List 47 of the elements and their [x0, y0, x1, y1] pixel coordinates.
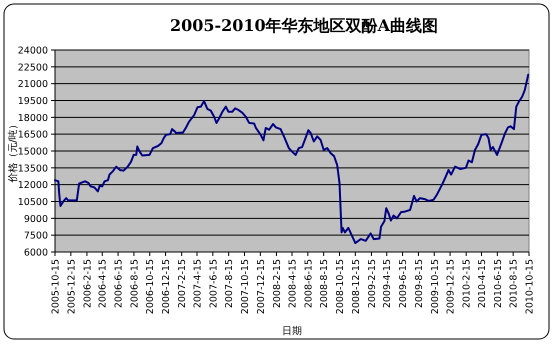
x-tick-label: 2008-12-15: [350, 259, 362, 314]
x-tick-label: 2006-4-15: [98, 259, 109, 308]
x-tick-label: 2008-2-15: [272, 259, 283, 308]
x-tick-label: 2009-12-15: [446, 259, 457, 314]
y-tick-label: 22500: [18, 62, 48, 74]
x-tick-label: 2009-2-15: [366, 259, 378, 308]
y-tick-label: 19500: [18, 96, 48, 107]
y-tick-label: 21000: [18, 79, 48, 90]
x-tick-label: 2007-10-15: [240, 259, 251, 314]
y-tick-label: 13500: [18, 163, 48, 174]
x-tick-label: 2007-6-15: [208, 259, 220, 308]
x-tick-label: 2008-8-15: [319, 259, 330, 308]
y-tick-label: 7500: [24, 230, 48, 242]
x-tick-label: 2010-4-15: [476, 259, 488, 308]
x-tick-label: 2005-12-15: [66, 259, 78, 314]
x-tick-label: 2008-4-15: [288, 259, 298, 308]
x-tick-label: 2009-4-15: [382, 259, 394, 308]
x-tick-label: 2005-10-15: [50, 259, 62, 314]
y-tick-label: 9000: [24, 214, 48, 225]
chart-title: 2005-2010年华东地区双酚A曲线图: [170, 16, 438, 35]
y-tick-label: 16500: [18, 130, 48, 141]
x-tick-label: 2009-6-15: [398, 259, 410, 308]
x-tick-label: 2010-6-15: [492, 259, 504, 308]
x-tick-label: 2010-2-15: [462, 259, 473, 308]
y-tick-label: 24000: [18, 46, 48, 56]
x-tick-label: 2010-8-15: [508, 259, 520, 308]
y-tick-label: 18000: [18, 112, 48, 124]
y-tick-label: 12000: [18, 180, 48, 192]
y-axis-title: 价格（元/吨）: [7, 119, 19, 184]
x-tick-label: 2006-6-15: [114, 259, 125, 308]
x-tick-label: 2009-10-15: [430, 259, 441, 314]
x-axis-title: 日期: [282, 325, 302, 337]
y-tick-label: 10500: [18, 197, 48, 208]
x-tick-label: 2006-2-15: [82, 259, 94, 308]
x-tick-label: 2006-8-15: [129, 259, 140, 308]
x-tick-label: 2010-10-15: [524, 259, 536, 314]
x-tick-label: 2007-8-15: [224, 259, 236, 308]
x-tick-label: 2007-2-15: [177, 259, 188, 308]
x-tick-label: 2006-10-15: [145, 259, 156, 314]
x-tick-label: 2007-12-15: [256, 259, 267, 314]
x-tick-label: 2008-6-15: [303, 259, 314, 308]
x-tick-label: 2008-10-15: [335, 259, 346, 314]
x-tick-label: 2006-12-15: [161, 259, 172, 314]
y-tick-label: 15000: [18, 146, 48, 158]
y-tick-label: 6000: [24, 248, 48, 258]
x-tick-label: 2009-8-15: [414, 259, 425, 308]
x-tick-label: 2007-4-15: [192, 259, 204, 308]
